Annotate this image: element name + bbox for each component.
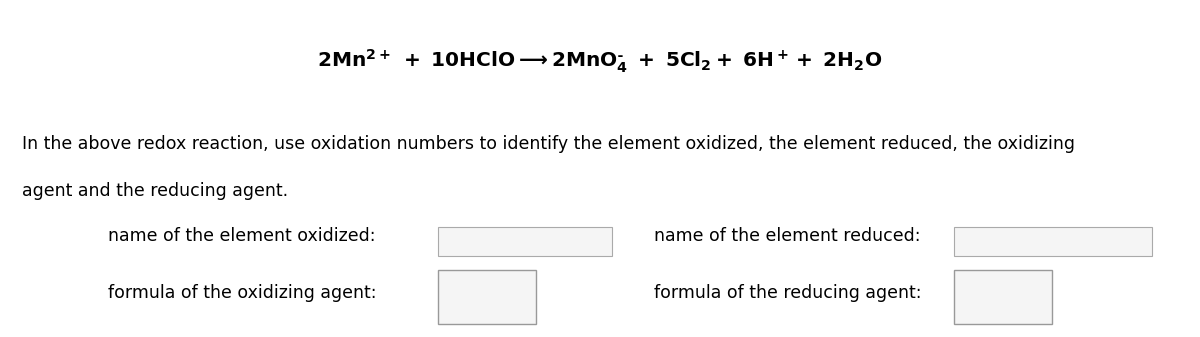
Text: name of the element reduced:: name of the element reduced: xyxy=(654,227,920,245)
Text: agent and the reducing agent.: agent and the reducing agent. xyxy=(22,182,288,200)
Bar xyxy=(954,270,1052,324)
Bar xyxy=(438,227,612,256)
Text: $\bf{2Mn^{2+}}$$\bf{\ +\ 10HClO}$$\bf{\longrightarrow}$$\bf{2MnO_4^{\bar{\ }}\ +: $\bf{2Mn^{2+}}$$\bf{\ +\ 10HClO}$$\bf{\l… xyxy=(318,47,882,74)
Bar xyxy=(438,270,536,324)
Text: formula of the reducing agent:: formula of the reducing agent: xyxy=(654,284,922,302)
Text: formula of the oxidizing agent:: formula of the oxidizing agent: xyxy=(108,284,377,302)
Bar xyxy=(954,227,1152,256)
Text: name of the element oxidized:: name of the element oxidized: xyxy=(108,227,376,245)
Text: In the above redox reaction, use oxidation numbers to identify the element oxidi: In the above redox reaction, use oxidati… xyxy=(22,135,1075,153)
